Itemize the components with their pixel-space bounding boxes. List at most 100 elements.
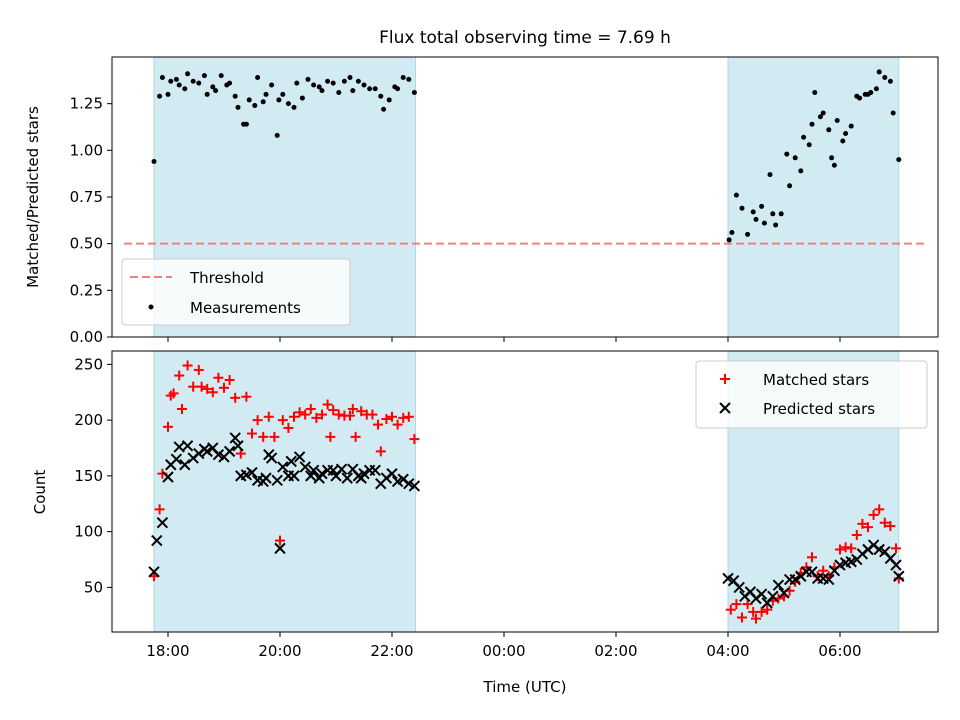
matched-star-point xyxy=(196,381,207,392)
matched-star-point xyxy=(241,391,252,402)
measurement-point xyxy=(336,89,342,95)
matched-star-point xyxy=(748,606,759,617)
observing-window-band xyxy=(153,350,417,633)
predicted-star-point xyxy=(232,440,244,452)
matched-star-point xyxy=(347,403,358,414)
measurement-point xyxy=(411,89,417,95)
measurement-point xyxy=(176,82,182,88)
measurement-point xyxy=(729,229,735,235)
y-tick-label: 0.25 xyxy=(70,281,103,299)
measurement-point xyxy=(798,168,804,174)
measurement-point xyxy=(201,73,207,79)
measurement-point xyxy=(882,75,888,81)
measurement-point xyxy=(887,78,893,84)
measurement-point xyxy=(210,84,216,90)
predicted-star-point xyxy=(778,587,790,599)
predicted-star-point xyxy=(274,542,286,555)
matched-star-point xyxy=(177,403,187,414)
count-x-ticks: 18:00 20:00 22:00 00:00 02:00 04:00 06:00 xyxy=(146,632,862,660)
matched-star-point xyxy=(163,421,173,432)
predicted-star-point xyxy=(733,581,745,594)
predicted-star-point xyxy=(755,588,768,600)
matched-star-point xyxy=(277,415,288,426)
predicted-star-point xyxy=(277,461,289,473)
matched-star-point xyxy=(317,409,327,420)
measurement-point xyxy=(829,155,835,161)
measurement-point xyxy=(745,231,751,237)
matched-star-point xyxy=(863,522,873,533)
matched-star-point xyxy=(387,411,397,422)
measurement-point xyxy=(190,78,196,84)
measurement-point xyxy=(784,151,790,157)
legend-measurements-swatch xyxy=(148,304,154,310)
matched-star-point xyxy=(193,364,204,375)
measurement-point xyxy=(255,75,261,81)
predicted-star-point xyxy=(893,570,905,582)
measurement-point xyxy=(759,203,765,209)
measurement-point xyxy=(182,86,188,92)
matched-star-point xyxy=(224,374,235,385)
measurement-point xyxy=(243,121,249,127)
measurement-point xyxy=(801,134,807,140)
measurement-point xyxy=(227,80,233,86)
predicted-star-point xyxy=(170,453,183,465)
matched-star-point xyxy=(398,412,409,423)
y-tick-label: 1.25 xyxy=(70,95,103,113)
measurement-point xyxy=(185,71,191,77)
measurement-point xyxy=(896,157,902,163)
ratio-points xyxy=(151,69,902,243)
matched-star-point xyxy=(409,434,420,445)
matched-star-point xyxy=(392,419,403,430)
measurement-point xyxy=(159,75,165,81)
measurement-point xyxy=(750,209,756,215)
measurement-point xyxy=(325,78,331,84)
matched-star-point xyxy=(328,405,339,416)
matched-star-point xyxy=(154,504,165,515)
measurement-point xyxy=(246,97,252,103)
matched-star-point xyxy=(874,504,885,515)
y-tick-label: 0.00 xyxy=(70,328,103,346)
predicted-star-point xyxy=(288,470,300,482)
predicted-star-point xyxy=(335,463,348,475)
measurement-point xyxy=(761,220,767,226)
y-tick-label: 1.00 xyxy=(70,141,103,159)
y-tick-label: 0.50 xyxy=(70,235,103,253)
ratio-legend-box xyxy=(121,258,351,326)
matched-star-point xyxy=(868,509,879,520)
y-tick-label: 50 xyxy=(84,578,103,596)
matched-star-point xyxy=(751,613,761,624)
measurement-point xyxy=(218,73,224,79)
measurement-point xyxy=(235,104,241,110)
measurement-point xyxy=(817,114,823,120)
x-tick-label: 20:00 xyxy=(258,642,301,660)
measurement-point xyxy=(857,95,863,101)
matched-star-point xyxy=(325,431,336,442)
ratio-panel: 0.00 0.25 0.50 0.75 1.00 1.25 Matched/Predict… xyxy=(24,56,939,346)
measurement-point xyxy=(213,88,219,94)
matched-star-point xyxy=(300,409,311,420)
matched-star-point xyxy=(818,565,829,576)
measurement-point xyxy=(319,88,325,94)
matched-star-point xyxy=(168,388,179,399)
matched-star-point xyxy=(375,446,386,457)
measurement-point xyxy=(876,69,882,75)
matched-star-point xyxy=(202,383,213,394)
matched-star-point xyxy=(252,415,263,426)
measurement-point xyxy=(395,86,401,92)
matched-star-point xyxy=(403,411,414,422)
measurement-point xyxy=(753,216,759,222)
predicted-star-point xyxy=(148,566,160,578)
y-tick-label: 0.75 xyxy=(70,188,103,206)
matched-star-point xyxy=(213,372,224,383)
predicted-stars-points xyxy=(148,432,905,609)
predicted-star-point xyxy=(408,480,421,492)
matched-star-point xyxy=(891,543,901,554)
matched-star-point xyxy=(857,518,868,529)
predicted-star-point xyxy=(181,440,194,452)
legend-matched-swatch xyxy=(720,374,730,384)
count-legend: Matched stars Predicted stars xyxy=(695,360,928,429)
measurement-point xyxy=(276,97,282,103)
x-tick-label: 18:00 xyxy=(146,642,189,660)
measurement-point xyxy=(726,237,732,243)
